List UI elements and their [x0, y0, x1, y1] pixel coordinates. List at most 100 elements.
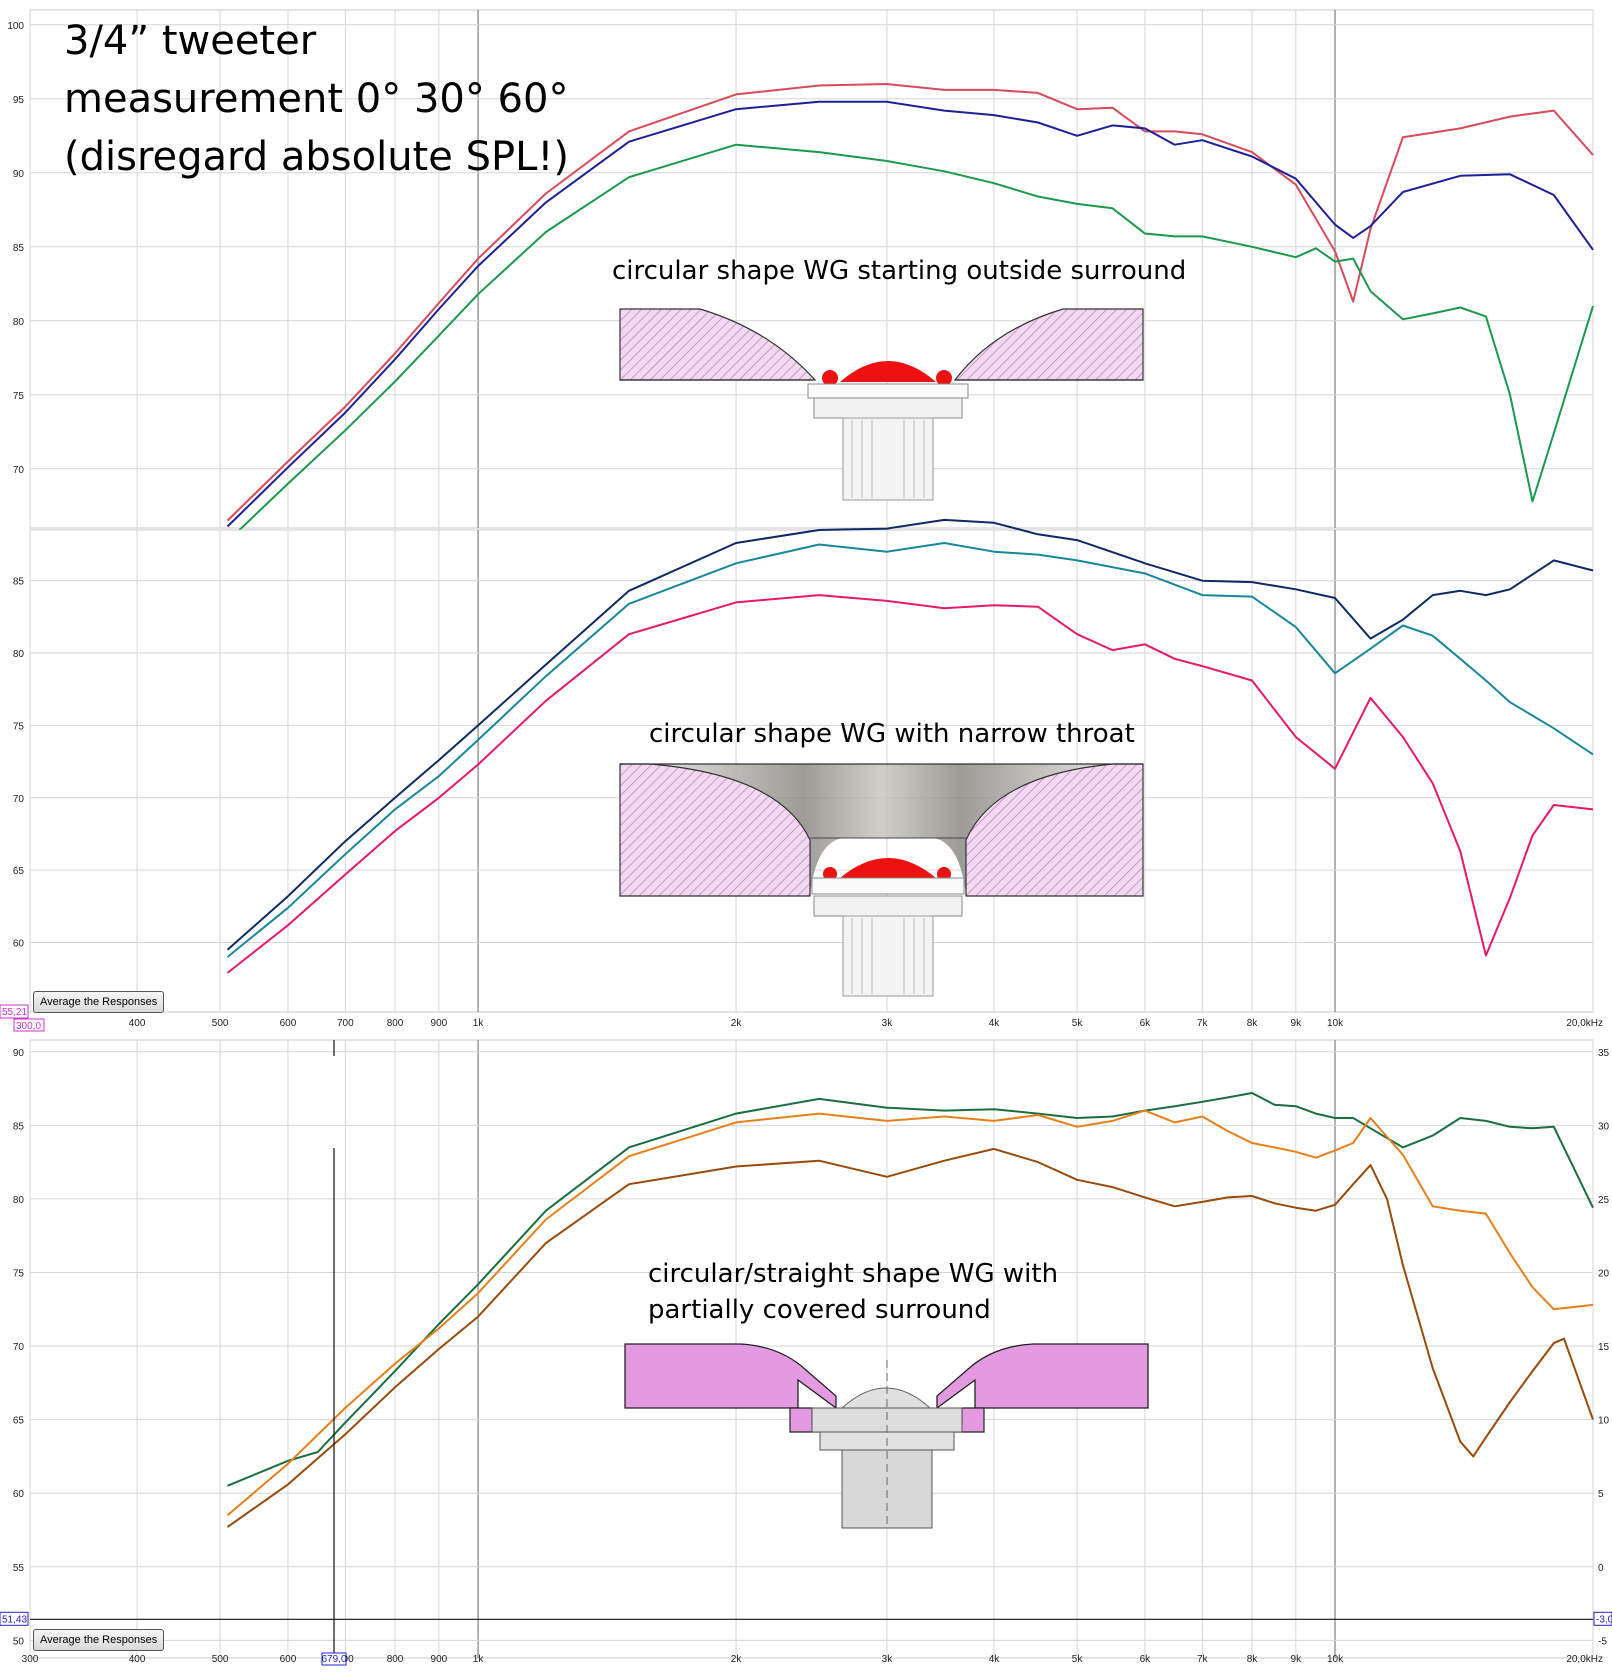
y2-tick-label: 25 — [1598, 1195, 1610, 1206]
title-line-2: measurement 0° 30° 60° — [64, 76, 569, 122]
y-tick-label: 65 — [13, 1416, 25, 1427]
x-tick-label: 800 — [387, 1018, 404, 1029]
readout-value-middle: 55,21 — [2, 1007, 27, 1018]
series-line-bottom-2 — [226, 1147, 1594, 1528]
caption-panel-1: circular shape WG starting outside surro… — [612, 253, 1186, 289]
x-tick-label: 9k — [1291, 1654, 1303, 1665]
title-line-1: 3/4” tweeter — [64, 18, 317, 64]
x-tick-label: 6k — [1140, 1654, 1152, 1665]
y-tick-label: 85 — [13, 243, 25, 254]
y-tick-label: 90 — [13, 1048, 25, 1059]
y-tick-label: 100 — [7, 21, 24, 32]
readout-box — [1593, 1611, 1612, 1626]
average-responses-button-bottom[interactable]: Average the Responses — [33, 1629, 165, 1651]
average-responses-button-middle[interactable]: Average the Responses — [33, 991, 165, 1013]
x-tick-label: 10k — [1327, 1018, 1344, 1029]
x-tick-label: 8k — [1247, 1654, 1259, 1665]
panel-bottom: 50 55 60 65 70 75 80 85 90 -5 0 5 10 15 20 25 30 35 300 400… — [0, 1039, 1612, 1666]
y-tick-label: 95 — [13, 95, 25, 106]
series-line-middle-0 — [226, 518, 1594, 951]
series-line-top-0 — [226, 83, 1594, 522]
y-tick-label: 80 — [13, 317, 25, 328]
panel-top: 70 75 80 85 90 95 100 — [7, 9, 1594, 543]
readout-right-bottom: -3,0 — [1596, 1614, 1612, 1625]
x-tick-label: 700 — [337, 1018, 354, 1029]
caption-panel-3: circular/straight shape WG with partiall… — [648, 1256, 1058, 1328]
y2-tick-label: 30 — [1598, 1121, 1610, 1132]
y-tick-label: 70 — [13, 1342, 25, 1353]
waveguide-diagram-1 — [619, 308, 1144, 501]
y-tick-label: 70 — [13, 794, 25, 805]
y2-tick-label: 15 — [1598, 1342, 1610, 1353]
series-line-top-2 — [226, 143, 1594, 543]
x-tick-label: 7k — [1197, 1654, 1209, 1665]
series-line-top-1 — [226, 100, 1594, 528]
plot-area-bottom — [29, 1039, 1594, 1659]
x-tick-label: 5k — [1072, 1018, 1084, 1029]
x-tick-label: 2k — [731, 1654, 743, 1665]
x-tick-label: 6k — [1140, 1018, 1152, 1029]
x-tick-label: 300 — [22, 1654, 39, 1665]
x-tick-label: 3k — [882, 1654, 894, 1665]
x-tick-label: 5k — [1072, 1654, 1084, 1665]
caption-panel-3-line-2: partially covered surround — [648, 1295, 991, 1325]
y2-tick-label: 20 — [1598, 1268, 1610, 1279]
series-line-middle-2 — [226, 594, 1594, 974]
x-tick-label: 4k — [989, 1018, 1001, 1029]
readout-box — [13, 1018, 45, 1032]
y-tick-label: 75 — [13, 721, 25, 732]
x-tick-label: 7k — [1197, 1018, 1209, 1029]
series-line-bottom-1 — [226, 1109, 1594, 1517]
x-tick-label: 900 — [431, 1654, 448, 1665]
title-line-3: (disregard absolute SPL!) — [64, 134, 569, 180]
x-tick-label: 600 — [280, 1018, 297, 1029]
series-line-bottom-0 — [227, 1092, 1594, 1487]
y-tick-label: 75 — [13, 391, 25, 402]
y-tick-label: 75 — [13, 1268, 25, 1279]
caption-panel-2-line: circular shape WG with narrow throat — [649, 719, 1135, 749]
y-tick-label: 80 — [13, 649, 25, 660]
x-tick-label: 20,0kHz — [1566, 1018, 1603, 1029]
y-tick-label: 60 — [13, 939, 25, 950]
chart-title: 3/4” tweeter measurement 0° 30° 60° (dis… — [64, 12, 569, 186]
x-tick-label: 10k — [1327, 1654, 1344, 1665]
y2-tick-label: 0 — [1598, 1563, 1604, 1574]
y-tick-label: 85 — [13, 1121, 25, 1132]
readout-box — [0, 1004, 29, 1019]
y-tick-label: 80 — [13, 1195, 25, 1206]
y2-tick-label: 5 — [1598, 1489, 1604, 1500]
y2-tick-label: 10 — [1598, 1416, 1610, 1427]
x-tick-label: 3k — [882, 1018, 894, 1029]
y-tick-label: 90 — [13, 169, 25, 180]
x-tick-label: 500 — [212, 1018, 229, 1029]
y-tick-label: 85 — [13, 577, 25, 588]
x-tick-label: 900 — [431, 1018, 448, 1029]
waveguide-diagram-2 — [619, 763, 1144, 997]
caption-panel-3-line-1: circular/straight shape WG with — [648, 1259, 1059, 1289]
y2-tick-label: -5 — [1598, 1636, 1607, 1647]
x-tick-label: 2k — [731, 1018, 743, 1029]
caption-panel-2: circular shape WG with narrow throat — [649, 716, 1135, 752]
y-tick-label: 65 — [13, 866, 25, 877]
readout-box — [321, 1652, 347, 1666]
y-tick-label: 55 — [13, 1563, 25, 1574]
x-tick-label: 20,0kHz — [1566, 1654, 1603, 1665]
y-tick-label: 70 — [13, 465, 25, 476]
caption-panel-1-line: circular shape WG starting outside surro… — [612, 256, 1187, 286]
x-tick-label: 500 — [212, 1654, 229, 1665]
waveguide-diagram-3 — [624, 1343, 1149, 1529]
readout-box — [0, 1611, 29, 1626]
readout-value-bottom: 51,43 — [2, 1614, 27, 1625]
x-tick-label: 400 — [129, 1018, 146, 1029]
readout-cursor-freq: 679,0 — [321, 1654, 346, 1665]
plot-area-top — [29, 9, 1594, 529]
y2-tick-label: 35 — [1598, 1048, 1610, 1059]
x-tick-label: 1k — [473, 1654, 485, 1665]
x-tick-label: 4k — [989, 1654, 1001, 1665]
x-tick-label: 600 — [280, 1654, 297, 1665]
x-tick-label: 9k — [1291, 1018, 1303, 1029]
readout-freq-middle: 300,0 — [16, 1021, 41, 1032]
x-tick-label: 400 — [129, 1654, 146, 1665]
